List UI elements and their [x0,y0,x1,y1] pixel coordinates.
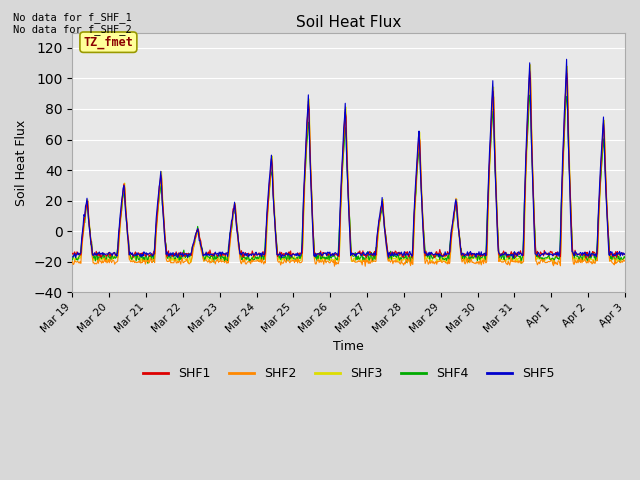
SHF1 [432,249,440,255]
SHF5 [509,255,517,261]
SHF1 [221,251,228,257]
SHF2 [417,166,424,172]
Line: SHF3: SHF3 [72,65,625,264]
SHF5 [68,254,76,260]
SHF3 [416,130,424,135]
Text: No data for f_SHF_1: No data for f_SHF_1 [13,12,132,23]
SHF5 [221,251,228,257]
SHF5 [621,252,629,257]
SHF4 [433,251,440,256]
SHF4 [68,257,76,263]
SHF5 [432,251,440,257]
SHF4 [79,231,86,237]
SHF2 [79,240,86,246]
SHF4 [621,255,629,261]
SHF2 [136,260,143,265]
SHF1 [68,251,76,256]
SHF3 [136,253,143,259]
SHF4 [221,253,229,259]
Text: TZ_fmet: TZ_fmet [83,36,133,49]
SHF2 [221,260,228,265]
SHF5 [416,148,424,154]
SHF3 [517,261,525,266]
Line: SHF5: SHF5 [72,59,625,258]
SHF4 [136,257,143,263]
SHF5 [79,229,86,235]
SHF3 [432,255,440,261]
SHF2 [563,67,570,72]
Text: No data for f_SHF_2: No data for f_SHF_2 [13,24,132,35]
SHF4 [144,260,152,266]
SHF1 [526,69,534,74]
Line: SHF1: SHF1 [72,72,625,258]
SHF2 [362,264,369,269]
SHF1 [416,139,424,144]
SHF2 [68,259,76,264]
Y-axis label: Soil Heat Flux: Soil Heat Flux [15,120,28,205]
Line: SHF2: SHF2 [72,70,625,266]
SHF3 [527,62,534,68]
SHF1 [621,252,629,257]
Line: SHF4: SHF4 [72,95,625,263]
SHF5 [563,56,570,62]
SHF3 [68,255,76,261]
SHF3 [191,237,199,243]
X-axis label: Time: Time [333,340,364,353]
Title: Soil Heat Flux: Soil Heat Flux [296,15,401,30]
SHF4 [526,92,534,98]
SHF3 [621,255,629,261]
Legend: SHF1, SHF2, SHF3, SHF4, SHF5: SHF1, SHF2, SHF3, SHF4, SHF5 [138,362,560,385]
SHF2 [191,233,199,239]
SHF2 [433,262,440,267]
SHF3 [79,236,86,242]
SHF1 [582,255,589,261]
SHF4 [192,230,200,236]
SHF3 [221,253,228,259]
SHF4 [417,173,424,179]
SHF1 [136,251,143,257]
SHF2 [621,258,629,264]
SHF1 [191,236,199,241]
SHF5 [191,232,199,238]
SHF1 [79,236,86,241]
SHF5 [136,252,143,258]
